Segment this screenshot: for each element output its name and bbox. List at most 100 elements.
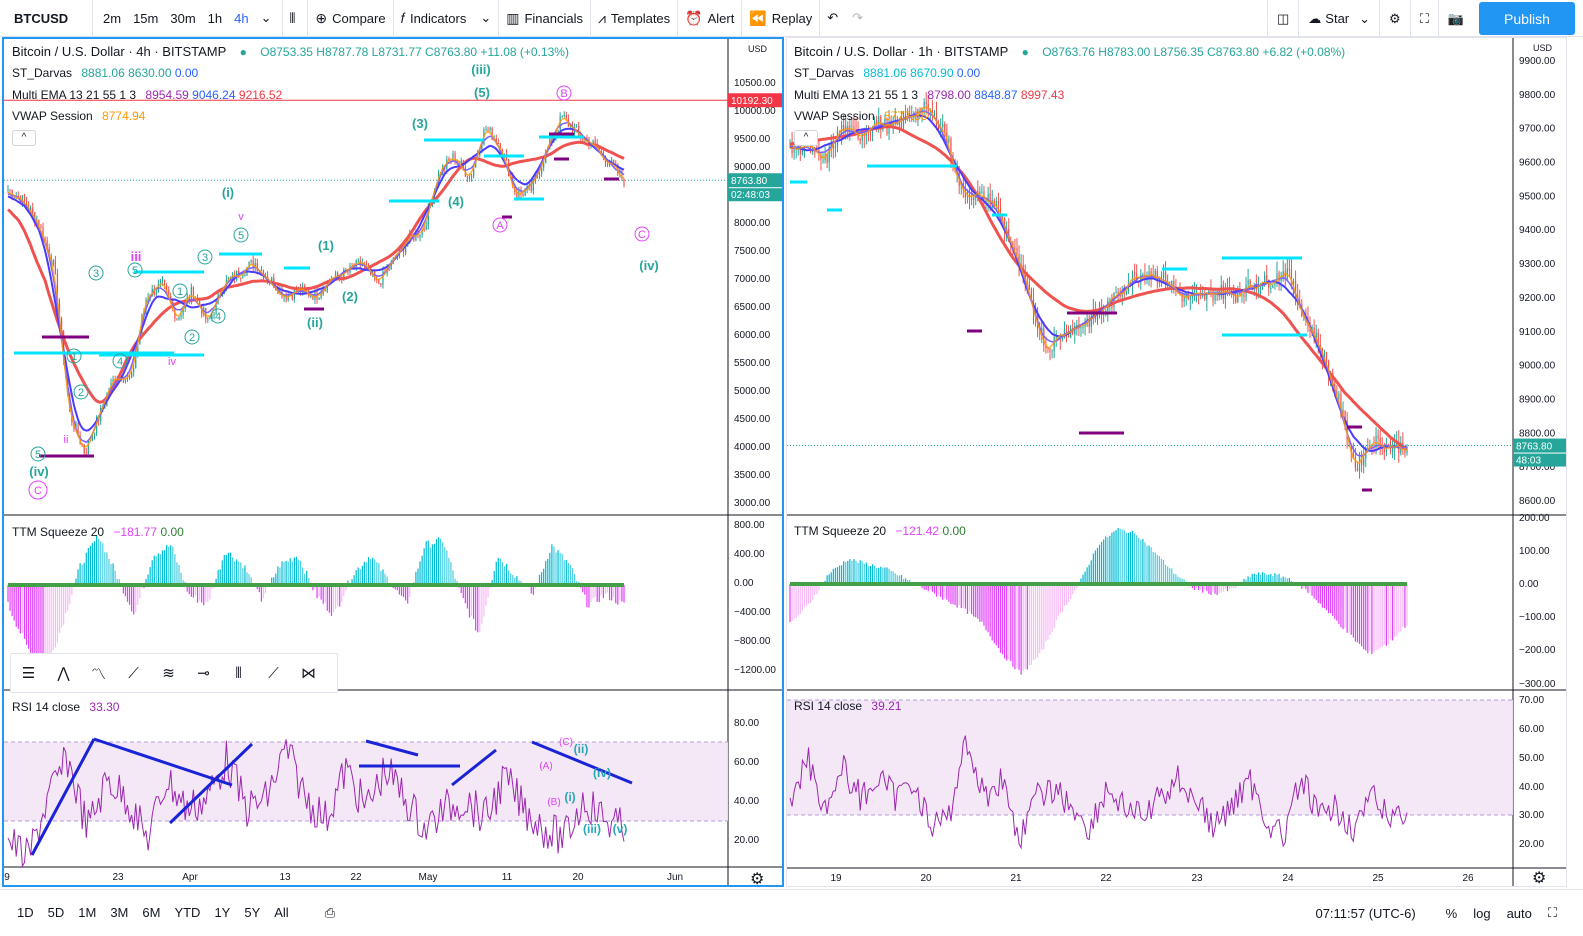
candle-body	[211, 314, 213, 319]
candle-body	[95, 417, 98, 434]
publish-button[interactable]: Publish	[1479, 2, 1575, 35]
symbol-search[interactable]: BTCUSD	[0, 0, 93, 37]
candle-body	[1342, 410, 1344, 415]
range-1d[interactable]: 1D	[17, 904, 34, 920]
candle-body	[285, 295, 287, 301]
rsi-tick-label: 70.00	[1519, 695, 1544, 706]
date-range-icon[interactable]: ⎙	[324, 904, 336, 920]
candle-body	[271, 277, 273, 282]
interval-4h[interactable]: 4h	[234, 10, 249, 26]
right-vwap-legend: VWAP Session 8777.38	[794, 109, 928, 123]
candle-body	[1142, 274, 1144, 276]
candle-body	[1247, 280, 1249, 285]
date-tick-label: 23	[112, 872, 124, 883]
star-button[interactable]: ☁ Star ⌄	[1298, 0, 1379, 37]
range-5y[interactable]: 5Y	[244, 904, 261, 920]
interval-2m[interactable]: 2m	[103, 10, 122, 26]
candle-body	[215, 300, 217, 314]
elliott-wave-icon[interactable]: 〽	[90, 665, 106, 683]
alert-button[interactable]: ⏰ Alert	[678, 0, 743, 37]
collapse-legend-button[interactable]: ^	[12, 130, 36, 146]
date-tick-label: Apr	[182, 872, 198, 883]
interval-30m[interactable]: 30m	[170, 10, 196, 26]
fullscreen-button[interactable]: ⛶	[1409, 0, 1438, 37]
price-tick-label: 9000.00	[734, 162, 771, 173]
log-toggle[interactable]: log	[1473, 905, 1491, 921]
rsi-trendline	[93, 737, 233, 787]
date-tick-label: 9	[4, 872, 10, 883]
candle-body	[1375, 435, 1377, 448]
currency-label: USD	[1533, 43, 1553, 53]
left-chart-panel[interactable]: USD10500.0010000.009500.009000.008500.00…	[2, 37, 784, 887]
range-all[interactable]: All	[274, 904, 289, 920]
layout-button[interactable]: ◫	[1267, 0, 1298, 37]
candle-body	[382, 270, 384, 286]
range-ytd[interactable]: YTD	[174, 904, 201, 920]
interval-15m[interactable]: 15m	[133, 10, 159, 26]
trend-line-icon[interactable]: ⟋	[128, 664, 139, 682]
range-6m[interactable]: 6M	[142, 904, 161, 920]
lines-icon[interactable]: ☰	[21, 665, 36, 682]
range-5d[interactable]: 5D	[47, 904, 65, 920]
candle-body	[425, 225, 427, 230]
parallel-lines-icon[interactable]: ⦀	[235, 664, 242, 682]
financials-button[interactable]: ▥ Financials	[499, 0, 591, 37]
candle-body	[1371, 446, 1373, 448]
percent-toggle[interactable]: %	[1445, 905, 1458, 921]
ttm-tick-label: −400.00	[734, 607, 771, 618]
pattern-icon[interactable]: ⋈	[301, 665, 316, 682]
auto-toggle[interactable]: auto	[1506, 905, 1532, 921]
candle-body	[1210, 290, 1212, 292]
candle-body	[163, 279, 166, 285]
fib-icon[interactable]: ≋	[162, 665, 175, 682]
price-tick-label: 9900.00	[1519, 56, 1556, 67]
wave-label: 5	[238, 230, 244, 242]
candle-body	[944, 123, 946, 133]
price-tick-label: 9500.00	[1519, 191, 1556, 202]
compare-button[interactable]: ⊕ Compare	[308, 0, 394, 37]
right-settings-gear-icon[interactable]: ⚙	[1532, 870, 1547, 887]
range-1m[interactable]: 1M	[78, 904, 97, 920]
candle-body	[1053, 337, 1055, 352]
settings-button[interactable]: ⚙	[1379, 0, 1410, 37]
right-chart-panel[interactable]: USD 9900.00 9800.00 9700.00 9600.00 9500.00 94…	[786, 37, 1567, 887]
candle-body	[789, 141, 791, 143]
candle-body	[248, 262, 250, 268]
wave-circle	[210, 308, 226, 324]
candle-body	[623, 178, 625, 186]
ray-icon[interactable]: ⟋	[268, 664, 279, 682]
undo-button[interactable]: ↶	[820, 0, 845, 37]
range-1y[interactable]: 1Y	[214, 904, 231, 920]
date-tick-label: Jun	[667, 872, 683, 883]
candle-body	[87, 440, 89, 454]
interval-1h[interactable]: 1h	[207, 10, 223, 26]
ttm-tick-label: 200.00	[1519, 513, 1550, 524]
templates-button[interactable]: ⩘ Templates	[591, 0, 679, 37]
candle-body	[32, 207, 34, 213]
expand-icon[interactable]: ⛶	[1547, 905, 1557, 920]
candle-body	[1290, 269, 1293, 286]
candle-body	[46, 240, 48, 248]
wave-circle	[127, 262, 143, 278]
snapshot-button[interactable]: 📷	[1437, 0, 1473, 37]
collapse-legend-button[interactable]: ^	[794, 130, 818, 146]
chevron-down-icon[interactable]: ⌄	[260, 10, 272, 25]
price-tick-label: 8700.00	[1519, 462, 1556, 473]
replay-button[interactable]: ⏪ Replay	[742, 0, 821, 37]
range-3m[interactable]: 3M	[110, 904, 129, 920]
candle-body	[9, 189, 11, 191]
left-chart-canvas[interactable]: USD10500.0010000.009500.009000.008500.00…	[4, 39, 782, 885]
right-chart-canvas[interactable]: USD 9900.00 9800.00 9700.00 9600.00 9500.00 94…	[787, 38, 1566, 886]
clock-time[interactable]: 07:11:57 (UTC-6)	[1315, 905, 1416, 921]
redo-button[interactable]: ↷	[845, 0, 870, 37]
left-settings-gear-icon[interactable]: ⚙	[750, 871, 765, 887]
abcd-pattern-icon[interactable]: ⋀	[57, 665, 70, 682]
indicators-button[interactable]: 𝑓 Indicators ⌄	[394, 0, 500, 37]
candle-body	[578, 126, 580, 133]
candle-body	[1189, 296, 1191, 300]
chart-type-button[interactable]: ⫴	[283, 0, 309, 37]
horizontal-ray-icon[interactable]: ⊸	[197, 665, 210, 682]
candle-body	[904, 113, 907, 119]
candle-body	[252, 260, 254, 268]
last-price-label: 8763.80	[1516, 442, 1553, 453]
